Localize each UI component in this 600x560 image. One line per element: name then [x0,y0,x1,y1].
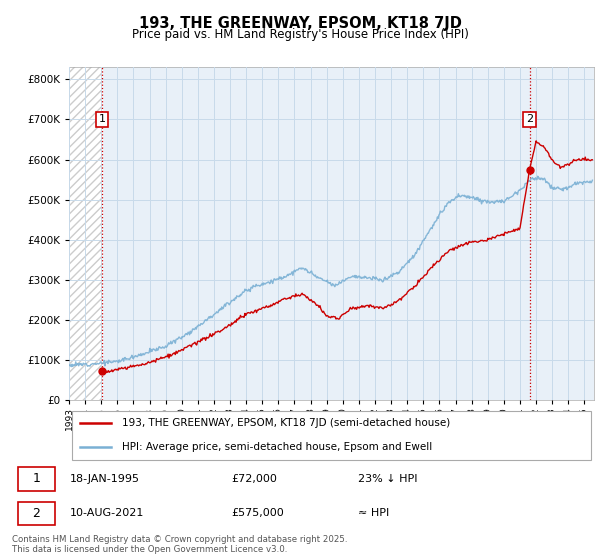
Text: Contains HM Land Registry data © Crown copyright and database right 2025.
This d: Contains HM Land Registry data © Crown c… [12,535,347,554]
Text: 1: 1 [98,114,106,124]
FancyBboxPatch shape [18,468,55,491]
Text: HPI: Average price, semi-detached house, Epsom and Ewell: HPI: Average price, semi-detached house,… [121,442,432,452]
Text: £575,000: £575,000 [231,508,284,518]
Text: 1: 1 [32,473,40,486]
Text: £72,000: £72,000 [231,474,277,484]
FancyBboxPatch shape [71,411,591,460]
FancyBboxPatch shape [18,502,55,525]
Bar [69,67,102,400]
Text: 193, THE GREENWAY, EPSOM, KT18 7JD (semi-detached house): 193, THE GREENWAY, EPSOM, KT18 7JD (semi… [121,418,450,428]
Text: Price paid vs. HM Land Registry's House Price Index (HPI): Price paid vs. HM Land Registry's House … [131,28,469,41]
Text: 10-AUG-2021: 10-AUG-2021 [70,508,144,518]
Text: 18-JAN-1995: 18-JAN-1995 [70,474,140,484]
Text: ≈ HPI: ≈ HPI [358,508,389,518]
Bar [69,67,102,400]
Text: 2: 2 [32,507,40,520]
Text: 2: 2 [526,114,533,124]
Text: 193, THE GREENWAY, EPSOM, KT18 7JD: 193, THE GREENWAY, EPSOM, KT18 7JD [139,16,461,31]
Text: 23% ↓ HPI: 23% ↓ HPI [358,474,417,484]
